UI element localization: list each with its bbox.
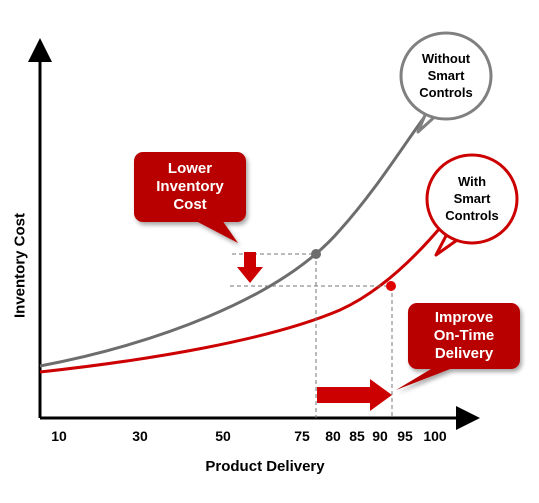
- x-tick-label: 80: [325, 428, 341, 444]
- callout-without-smart-controls: [399, 31, 493, 134]
- callout-with-line-2: Smart: [453, 191, 491, 206]
- lower-cost-label: Lower Inventory Cost: [134, 160, 246, 214]
- callout-without-line-2: Smart: [427, 68, 465, 83]
- x-tick-label: 75: [294, 428, 310, 444]
- x-tick-label: 30: [132, 428, 148, 444]
- x-tick-label: 90: [372, 428, 388, 444]
- improve-delivery-arrow: [317, 379, 392, 411]
- point-with-smart-controls: [386, 281, 396, 291]
- lower-cost-arrow: [237, 252, 263, 283]
- x-tick-label: 50: [215, 428, 231, 444]
- x-tick-label: 100: [423, 428, 447, 444]
- improve-delivery-line-3: Delivery: [434, 345, 494, 362]
- lower-cost-line-1: Lower: [167, 160, 213, 177]
- series-line-with-smart-controls: [39, 221, 447, 374]
- callout-without-text: Without Smart Controls: [401, 50, 491, 101]
- callout-without-line-3: Controls: [419, 85, 473, 100]
- x-axis-label: Product Delivery: [205, 458, 325, 475]
- callout-with-line-3: Controls: [445, 208, 499, 223]
- x-tick-label: 85: [349, 428, 365, 444]
- point-without-smart-controls: [311, 249, 321, 259]
- y-axis-label: Inventory Cost: [11, 213, 29, 319]
- callout-with-line-1: With: [457, 174, 487, 189]
- improve-delivery-line-2: On-Time: [433, 327, 495, 344]
- lower-cost-line-2: Inventory: [156, 178, 224, 195]
- callout-with-smart-controls: [425, 153, 519, 257]
- improve-delivery-box: [396, 303, 520, 390]
- x-tick-label: 95: [397, 428, 413, 444]
- callout-without-line-1: Without: [421, 51, 471, 66]
- x-tick-label: 10: [51, 428, 67, 444]
- callout-with-text: With Smart Controls: [427, 173, 517, 224]
- lower-cost-box: [134, 152, 246, 243]
- series-line-without-smart-controls: [39, 96, 442, 368]
- improve-delivery-label: Improve On-Time Delivery: [408, 309, 520, 363]
- improve-delivery-line-1: Improve: [434, 309, 494, 326]
- lower-cost-line-3: Cost: [173, 196, 207, 213]
